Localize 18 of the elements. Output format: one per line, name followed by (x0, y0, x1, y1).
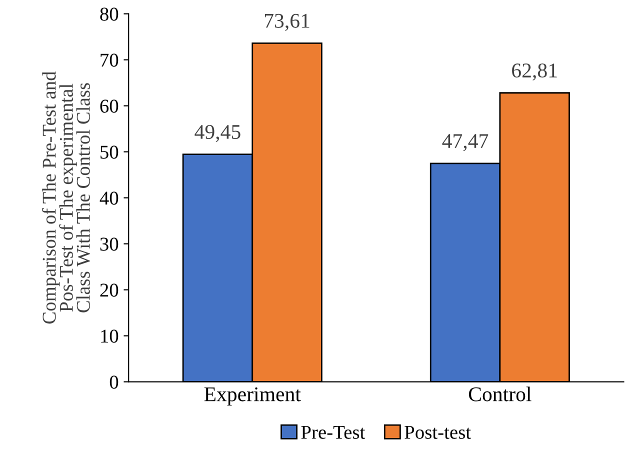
y-tick-label: 70 (100, 54, 118, 67)
y-tick-label: 60 (100, 100, 118, 113)
y-tick-label: 30 (100, 238, 118, 251)
y-axis-title: Comparison of The Pre-Test and Pos-Test of The experimental Class With The Control Class (42, 71, 90, 324)
legend-label: Post-test (404, 426, 471, 439)
data-label: 47,47 (442, 134, 488, 152)
x-tick-label: Experiment (204, 387, 301, 406)
data-label: 62,81 (512, 63, 557, 81)
legend-label: Pre-Test (301, 426, 366, 439)
x-tick-label: Control (468, 386, 532, 402)
data-label: 73,61 (264, 14, 310, 31)
y-tick-label: 40 (100, 192, 118, 205)
data-label: 49,45 (194, 124, 240, 142)
y-tick-label: 50 (100, 146, 118, 159)
y-tick-label: 80 (100, 8, 118, 21)
y-tick-label: 0 (110, 376, 118, 389)
y-tick-label: 10 (101, 330, 118, 343)
y-tick-label: 20 (100, 284, 118, 297)
